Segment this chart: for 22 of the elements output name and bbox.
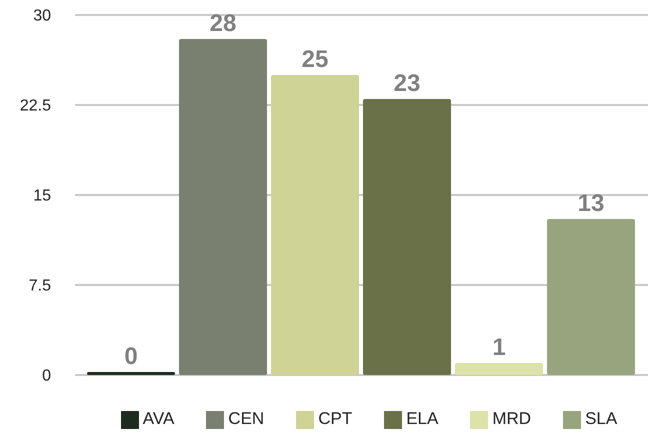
- bar: [271, 75, 359, 375]
- y-tick-label: 15: [33, 188, 52, 205]
- legend-label: ELA: [406, 409, 438, 428]
- legend-label: AVA: [142, 409, 174, 428]
- data-label: 13: [578, 190, 604, 217]
- data-label: 0: [124, 343, 138, 370]
- bar: [547, 219, 635, 375]
- bar: [179, 39, 267, 375]
- legend-label: MRD: [492, 409, 532, 428]
- legend-label: CEN: [228, 409, 264, 428]
- data-label: 23: [394, 70, 420, 97]
- data-label: 28: [210, 10, 236, 37]
- y-tick-label: 0: [42, 368, 52, 385]
- data-label: 1: [492, 334, 506, 361]
- legend-label: CPT: [318, 409, 352, 428]
- y-tick-label: 22.5: [20, 98, 52, 115]
- legend-label: SLA: [585, 409, 618, 428]
- y-tick-label: 7.5: [28, 278, 52, 295]
- bar: [455, 363, 543, 375]
- bar: [363, 99, 451, 375]
- y-tick-label: 30: [33, 8, 52, 25]
- data-label: 25: [302, 46, 328, 73]
